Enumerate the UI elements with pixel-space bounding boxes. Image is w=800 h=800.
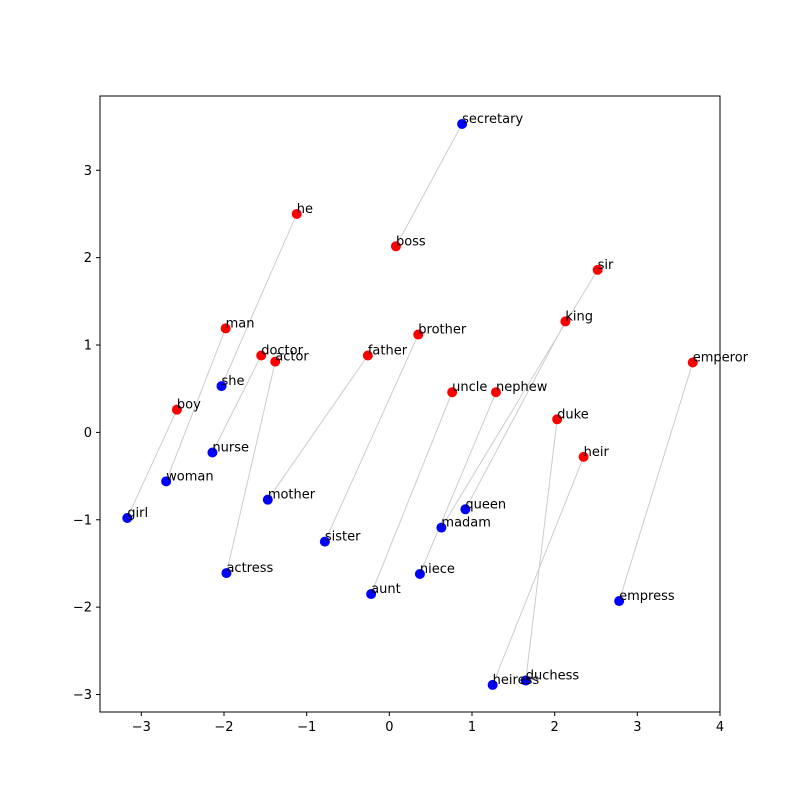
point-queen bbox=[460, 504, 471, 515]
pair-link-uncle-aunt bbox=[370, 392, 453, 595]
label-emperor: emperor bbox=[693, 350, 749, 365]
data-points bbox=[122, 118, 698, 690]
point-nephew bbox=[490, 387, 501, 398]
point-empress bbox=[614, 596, 625, 607]
x-tick-label: 0 bbox=[385, 720, 393, 735]
point-uncle bbox=[447, 387, 458, 398]
pair-link-boy-girl bbox=[126, 409, 178, 519]
point-duke bbox=[552, 414, 563, 425]
pair-links bbox=[126, 123, 694, 686]
y-axis: −3 −2 −1 0 1 2 3 bbox=[73, 164, 100, 703]
label-actor: actor bbox=[275, 350, 309, 365]
pair-link-nephew-niece bbox=[419, 392, 497, 575]
pair-link-man-woman bbox=[165, 328, 227, 482]
point-secretary bbox=[457, 118, 468, 129]
point-woman bbox=[161, 476, 172, 487]
label-woman: woman bbox=[166, 469, 213, 484]
pair-link-he-she bbox=[221, 213, 298, 387]
x-tick-label: −2 bbox=[214, 720, 233, 735]
point-madam bbox=[436, 522, 447, 533]
y-tick-label: 0 bbox=[84, 426, 92, 441]
y-tick-label: 2 bbox=[84, 251, 92, 266]
pair-link-doctor-nurse bbox=[211, 355, 262, 453]
label-king: king bbox=[565, 309, 593, 324]
pair-link-king-queen bbox=[464, 321, 566, 510]
point-heir bbox=[578, 451, 589, 462]
point-nurse bbox=[207, 447, 218, 458]
pair-link-boss-secretary bbox=[395, 123, 463, 247]
label-queen: queen bbox=[465, 497, 506, 512]
label-brother: brother bbox=[418, 323, 467, 338]
label-heir: heir bbox=[584, 445, 610, 460]
label-boy: boy bbox=[177, 398, 201, 413]
point-mother bbox=[262, 494, 273, 505]
label-boss: boss bbox=[396, 234, 426, 249]
y-tick-label: −3 bbox=[73, 688, 92, 703]
point-heiress bbox=[487, 679, 498, 690]
label-niece: niece bbox=[420, 562, 455, 577]
x-tick-label: −1 bbox=[297, 720, 316, 735]
y-tick-label: −1 bbox=[73, 513, 92, 528]
pair-link-sir-madam bbox=[440, 269, 599, 528]
pair-link-duke-duchess bbox=[525, 419, 558, 681]
label-secretary: secretary bbox=[462, 112, 523, 127]
pair-link-emperor-empress bbox=[618, 362, 694, 602]
x-axis: −3 −2 −1 0 1 2 3 4 bbox=[132, 712, 724, 735]
point-girl bbox=[122, 513, 133, 524]
pair-link-brother-sister bbox=[324, 334, 419, 542]
label-father: father bbox=[368, 344, 408, 359]
y-tick-label: 3 bbox=[84, 164, 92, 179]
point-brother bbox=[413, 329, 424, 340]
x-tick-label: 4 bbox=[716, 720, 724, 735]
label-nurse: nurse bbox=[212, 440, 249, 455]
y-tick-label: −2 bbox=[73, 601, 92, 616]
label-nephew: nephew bbox=[496, 380, 548, 395]
plot-frame bbox=[99, 95, 721, 713]
point-boss bbox=[390, 241, 401, 252]
point-aunt bbox=[366, 589, 377, 600]
label-she: she bbox=[222, 374, 245, 389]
label-uncle: uncle bbox=[452, 380, 487, 395]
point-doctor bbox=[256, 350, 267, 361]
point-actor bbox=[270, 356, 281, 367]
label-girl: girl bbox=[127, 506, 148, 521]
pair-link-heir-heiress bbox=[492, 456, 585, 686]
point-he bbox=[291, 208, 302, 219]
label-madam: madam bbox=[441, 516, 491, 531]
point-actress bbox=[221, 568, 232, 579]
point-sir bbox=[592, 264, 603, 275]
y-tick-label: 1 bbox=[84, 339, 92, 354]
point-king bbox=[560, 316, 571, 327]
label-man: man bbox=[226, 316, 255, 331]
point-boy bbox=[171, 404, 182, 415]
x-tick-label: 3 bbox=[633, 720, 641, 735]
x-tick-label: −3 bbox=[132, 720, 151, 735]
point-sister bbox=[319, 536, 330, 547]
label-sister: sister bbox=[325, 530, 361, 545]
pair-link-actor-actress bbox=[225, 361, 276, 574]
label-mother: mother bbox=[268, 488, 316, 503]
pair-link-father-mother bbox=[267, 355, 369, 500]
point-niece bbox=[414, 568, 425, 579]
label-actress: actress bbox=[226, 561, 273, 576]
label-duchess: duchess bbox=[526, 669, 580, 684]
x-tick-label: 1 bbox=[468, 720, 476, 735]
label-doctor: doctor bbox=[261, 344, 303, 359]
label-aunt: aunt bbox=[371, 582, 401, 597]
label-duke: duke bbox=[557, 407, 589, 422]
label-sir: sir bbox=[598, 258, 614, 273]
point-she bbox=[216, 381, 227, 392]
point-father bbox=[362, 350, 373, 361]
label-heiress: heiress bbox=[493, 673, 540, 688]
x-tick-label: 2 bbox=[551, 720, 559, 735]
point-man bbox=[220, 323, 231, 334]
label-he: he bbox=[297, 202, 313, 217]
point-emperor bbox=[687, 357, 698, 368]
point-duchess bbox=[520, 675, 531, 686]
label-empress: empress bbox=[619, 589, 675, 604]
